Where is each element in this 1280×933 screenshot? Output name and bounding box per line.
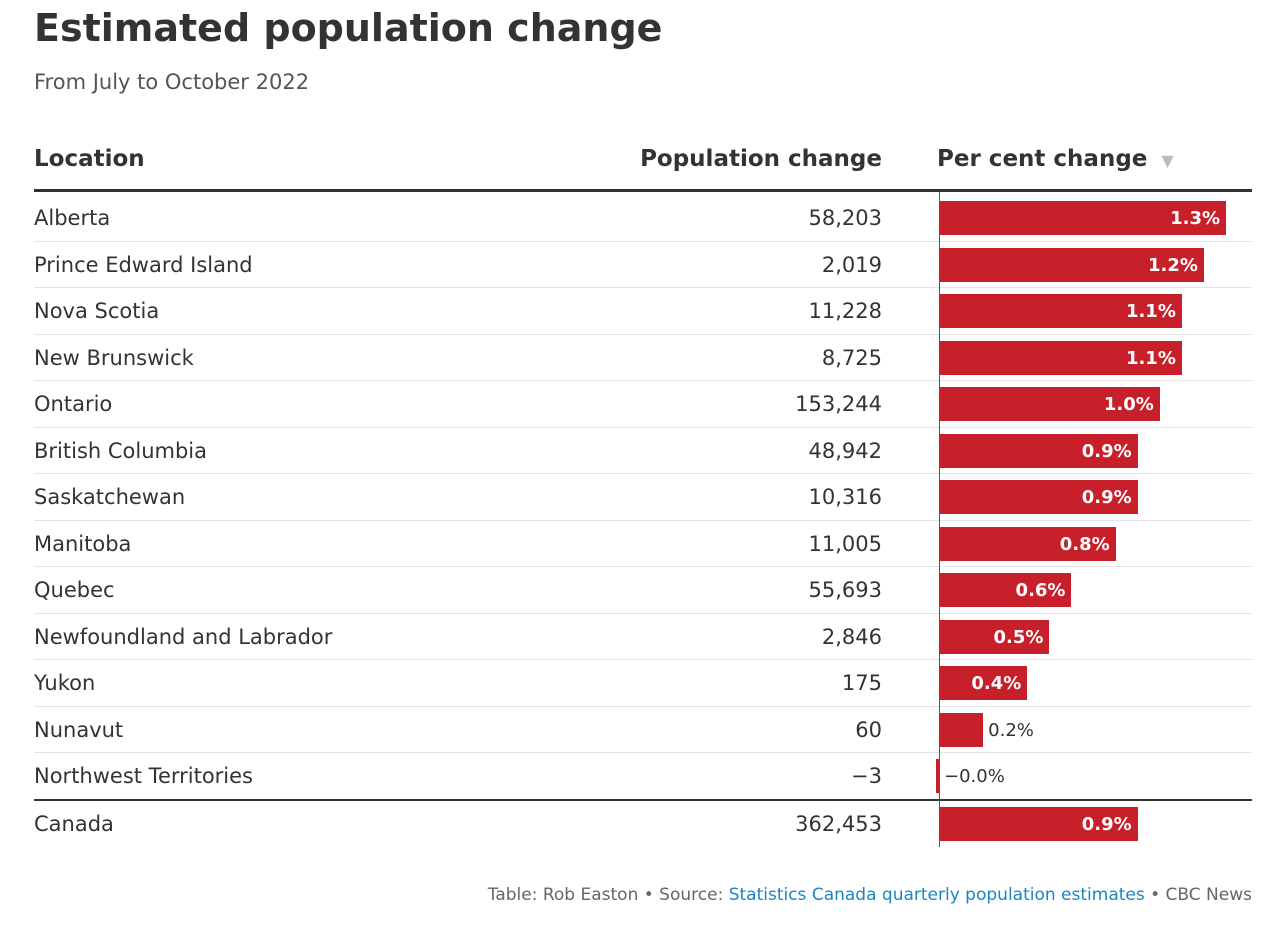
bar-label: 0.9%	[1081, 813, 1132, 835]
bar-label: 1.3%	[1170, 208, 1220, 229]
population-change: 58,203	[808, 206, 882, 230]
bar	[939, 433, 1138, 468]
row-separator	[34, 566, 1252, 567]
population-change: 2,019	[821, 252, 882, 277]
bar	[939, 619, 1050, 654]
bar-label: 0.6%	[1015, 580, 1066, 601]
row-separator	[34, 426, 1252, 428]
bar-label: 0.8%	[1059, 533, 1110, 555]
row-separator	[34, 752, 1252, 753]
bar-label: −0.0%	[944, 766, 1005, 787]
population-change: 2,846	[821, 624, 882, 649]
location: Northwest Territories	[34, 764, 254, 788]
column-header-text: Per cent change	[937, 146, 1148, 172]
population-change: 8,725	[821, 345, 882, 370]
bar	[939, 201, 1226, 235]
location: New Brunswick	[34, 345, 194, 370]
population-change: 362,453	[795, 811, 882, 836]
location: Newfoundland and Labrador	[34, 624, 333, 649]
row-separator	[34, 705, 1252, 707]
total-rule	[34, 798, 1252, 801]
column-header[interactable]: Location	[34, 146, 145, 172]
footer: Table: Rob Easton • Source: Statistics C…	[488, 885, 1252, 905]
location: Nova Scotia	[34, 299, 160, 323]
location: Nunavut	[34, 717, 124, 742]
population-change: 153,244	[795, 392, 882, 416]
population-change: 11,005	[808, 531, 882, 556]
row-separator	[34, 473, 1252, 474]
bar	[939, 712, 984, 747]
location: Saskatchewan	[34, 485, 186, 509]
location: British Columbia	[34, 438, 208, 463]
population-change: 175	[841, 671, 882, 695]
location: Alberta	[34, 206, 111, 230]
location: Canada	[34, 811, 114, 836]
population-change: 55,693	[808, 578, 882, 602]
bar	[939, 387, 1160, 421]
location: Quebec	[34, 578, 115, 602]
bar	[939, 573, 1072, 607]
bar-label: 0.9%	[1081, 487, 1132, 508]
bar-label: 1.1%	[1125, 347, 1176, 369]
row-separator	[34, 333, 1252, 335]
credit: Table: Rob Easton • Source:	[487, 885, 729, 905]
bar-label: 0.4%	[971, 673, 1022, 694]
source-link[interactable]: Statistics Canada quarterly population e…	[728, 885, 1145, 905]
bar	[939, 247, 1204, 282]
axis-line	[939, 192, 940, 847]
bar	[939, 294, 1182, 328]
bar	[939, 480, 1138, 514]
column-header[interactable]: Population change	[640, 146, 882, 172]
bar-label: 0.9%	[1081, 440, 1132, 462]
location: Prince Edward Island	[34, 252, 253, 277]
bar-label: 1.1%	[1125, 301, 1176, 322]
bar-label: 0.2%	[988, 719, 1034, 741]
row-separator	[34, 659, 1252, 660]
bar-label: 0.5%	[993, 626, 1044, 648]
bar-label: 1.0%	[1103, 394, 1154, 415]
row-separator	[34, 612, 1252, 614]
bar	[939, 806, 1138, 841]
row-separator	[34, 240, 1252, 242]
bar	[936, 759, 939, 793]
header-rule	[34, 189, 1252, 192]
column-header[interactable]: Per cent change ▼	[937, 146, 1174, 172]
bar	[939, 340, 1182, 375]
bar	[939, 666, 1028, 700]
subtitle: From July to October 2022	[34, 70, 310, 94]
population-change: 60	[855, 717, 882, 742]
row-separator	[34, 519, 1252, 521]
outlet: • CBC News	[1144, 885, 1252, 905]
population-change: −3	[851, 764, 882, 788]
location: Manitoba	[34, 531, 132, 556]
location: Ontario	[34, 392, 113, 416]
row-separator	[34, 287, 1252, 288]
sort-icon: ▼	[1161, 151, 1174, 170]
bar-label: 1.2%	[1148, 254, 1198, 276]
location: Yukon	[34, 671, 96, 695]
population-change: 11,228	[808, 299, 882, 323]
population-change: 48,942	[808, 438, 882, 463]
row-separator	[34, 380, 1252, 381]
title: Estimated population change	[34, 6, 663, 50]
bar	[939, 526, 1116, 561]
population-change: 10,316	[808, 485, 882, 509]
